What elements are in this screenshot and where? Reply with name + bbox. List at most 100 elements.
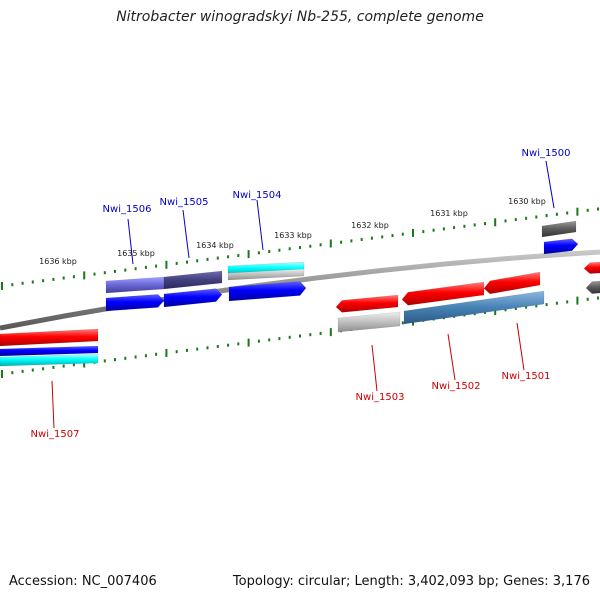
scale-minor-tick xyxy=(442,227,445,231)
scale-major-tick xyxy=(329,328,332,337)
scale-minor-tick xyxy=(391,234,394,238)
scale-minor-tick xyxy=(309,244,312,248)
scale-minor-tick xyxy=(288,335,291,339)
scale-major-tick xyxy=(412,228,414,237)
gene-label: Nwi_1500 xyxy=(522,148,571,159)
scale-label: 1630 kbp xyxy=(508,197,546,206)
gene-features xyxy=(0,220,600,367)
scale-major-tick xyxy=(247,250,250,259)
scale-minor-tick xyxy=(186,348,188,352)
scale-minor-tick xyxy=(72,275,75,279)
scale-minor-tick xyxy=(21,281,24,285)
scale-label: 1635 kbp xyxy=(117,249,155,258)
scale-minor-tick xyxy=(186,260,188,264)
label-leader-line xyxy=(371,344,378,392)
scale-minor-tick xyxy=(484,222,486,226)
scale-minor-tick xyxy=(535,215,538,219)
scale-minor-tick xyxy=(144,354,147,358)
scale-minor-tick xyxy=(299,246,301,249)
scale-minor-tick xyxy=(463,224,466,228)
scale-minor-tick xyxy=(21,369,24,373)
scale-minor-tick xyxy=(144,265,147,269)
scale-minor-tick xyxy=(257,339,260,343)
scale-major-tick xyxy=(329,239,332,248)
scale-major-tick xyxy=(576,296,579,305)
scale-minor-tick xyxy=(268,250,271,253)
scale-minor-tick xyxy=(237,342,240,346)
gene-label: Nwi_1507 xyxy=(31,429,80,440)
scale-minor-tick xyxy=(103,271,106,275)
gene-arrow xyxy=(228,281,307,302)
scale-minor-tick xyxy=(155,352,158,356)
gene-arrow xyxy=(401,281,485,306)
gene-arrow xyxy=(227,268,305,281)
label-leader-line xyxy=(516,322,525,371)
scale-minor-tick xyxy=(473,223,476,227)
scale-minor-tick xyxy=(93,272,96,276)
scale-minor-tick xyxy=(237,254,240,257)
label-leader-line xyxy=(127,218,134,265)
scale-minor-tick xyxy=(227,343,230,347)
scale-minor-tick xyxy=(597,207,599,211)
scale-minor-tick xyxy=(196,347,199,351)
scale-minor-tick xyxy=(535,304,538,308)
gene-arrow xyxy=(583,261,600,274)
scale-minor-tick xyxy=(155,264,158,268)
scale-minor-tick xyxy=(309,333,312,337)
genome-backbone xyxy=(0,249,600,331)
scale-labels: 1636 kbp 1635 kbp 1634 kbp 1633 kbp 1632 kbp… xyxy=(39,197,546,266)
scale-minor-tick xyxy=(504,219,507,223)
scale-minor-tick xyxy=(216,256,219,260)
scale-major-tick xyxy=(1,370,3,378)
genome-summary: Topology: circular; Length: 3,402,093 bp… xyxy=(232,574,590,589)
scale-minor-tick xyxy=(175,261,178,265)
gene-arrow xyxy=(337,311,401,333)
scale-minor-tick xyxy=(42,367,45,371)
scale-minor-tick xyxy=(124,268,127,272)
scale-minor-tick xyxy=(227,255,230,259)
scale-minor-tick xyxy=(401,321,404,325)
gene-arrow xyxy=(543,238,579,255)
scale-label: 1633 kbp xyxy=(274,231,312,240)
gene-label: Nwi_1506 xyxy=(103,204,152,215)
scale-minor-tick xyxy=(257,251,260,255)
scale-minor-tick xyxy=(288,247,291,251)
scale-minor-tick xyxy=(360,238,363,241)
scale-label: 1631 kbp xyxy=(430,209,468,218)
scale-major-tick xyxy=(165,260,168,269)
gene-label: Nwi_1502 xyxy=(432,381,481,392)
label-leaders xyxy=(51,160,555,429)
scale-minor-tick xyxy=(597,296,599,300)
scale-minor-tick xyxy=(134,355,137,359)
scale-minor-tick xyxy=(432,228,435,232)
scale-minor-tick xyxy=(206,346,209,350)
scale-minor-tick xyxy=(278,248,281,252)
gene-labels: Nwi_1506 Nwi_1505 Nwi_1504 Nwi_1500 Nwi_1503… xyxy=(31,148,571,440)
label-leader-line xyxy=(545,160,555,209)
scale-minor-tick xyxy=(504,308,507,312)
label-leader-line xyxy=(256,199,264,251)
scale-minor-tick xyxy=(42,279,45,283)
scale-minor-tick xyxy=(586,297,589,301)
page-title: Nitrobacter winogradskyi Nb-255, complet… xyxy=(116,9,484,25)
scale-minor-tick xyxy=(268,338,271,342)
scale-minor-tick xyxy=(586,208,589,212)
gene-arrow xyxy=(0,328,99,347)
scale-major-tick xyxy=(165,349,168,357)
scale-minor-tick xyxy=(525,305,528,309)
gene-label: Nwi_1504 xyxy=(233,190,282,201)
scale-minor-tick xyxy=(566,300,569,304)
scale-minor-tick xyxy=(206,257,209,261)
scale-major-tick xyxy=(494,307,497,316)
scale-minor-tick xyxy=(52,277,55,281)
scale-minor-tick xyxy=(72,363,75,367)
scale-minor-tick xyxy=(525,216,528,220)
gene-arrow xyxy=(163,270,223,290)
label-leader-line xyxy=(51,380,55,429)
gene-label: Nwi_1503 xyxy=(356,392,405,403)
scale-major-tick xyxy=(576,207,579,216)
scale-minor-tick xyxy=(555,301,558,305)
scale-minor-tick xyxy=(114,269,116,273)
